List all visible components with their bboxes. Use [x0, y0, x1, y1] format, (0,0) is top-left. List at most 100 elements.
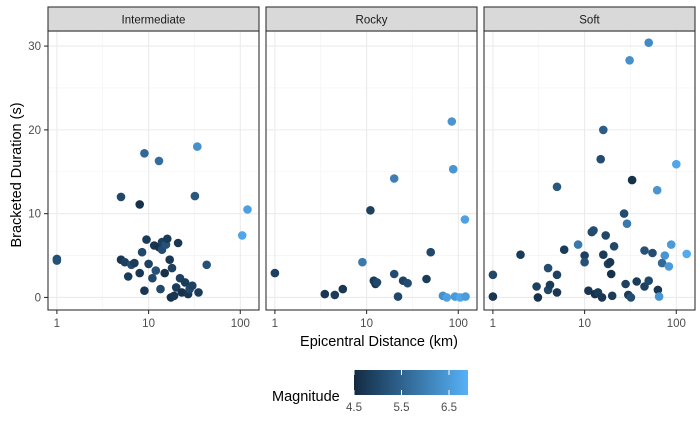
data-point	[154, 156, 164, 166]
data-point	[580, 251, 589, 260]
data-point	[140, 149, 149, 158]
data-point	[372, 278, 382, 287]
data-point	[532, 282, 541, 291]
data-point	[653, 285, 663, 295]
data-point	[516, 250, 525, 259]
data-point	[148, 273, 157, 283]
data-point	[160, 268, 169, 278]
panel-background	[48, 31, 259, 310]
data-point	[422, 274, 431, 284]
x-tick-label: 100	[667, 318, 686, 330]
data-point	[237, 231, 247, 240]
data-point	[605, 257, 615, 267]
data-point	[330, 290, 340, 300]
data-point	[142, 235, 151, 244]
legend-ticks: 4.5 5.5 6.5	[346, 370, 457, 414]
data-point	[180, 278, 190, 287]
data-point	[165, 255, 174, 264]
facet-strip	[483, 6, 696, 32]
data-point	[660, 251, 670, 260]
data-point	[188, 281, 197, 291]
x-tick-label: 1	[490, 318, 496, 330]
x-tick-label: 100	[449, 318, 468, 330]
data-point	[652, 185, 662, 195]
data-point	[116, 192, 126, 202]
data-point	[606, 269, 616, 279]
data-point	[366, 206, 375, 215]
legend-tick-label: 6.5	[441, 402, 457, 414]
data-point	[573, 240, 583, 249]
data-point	[648, 248, 657, 258]
data-point	[358, 257, 367, 267]
data-point	[625, 56, 634, 65]
data-point	[552, 270, 562, 280]
facet-strip	[47, 6, 260, 32]
data-point	[460, 215, 470, 224]
y-axis: 0 10 20 30	[28, 41, 48, 304]
x-tick-label: 1	[54, 318, 60, 330]
data-point	[596, 154, 605, 164]
data-point	[320, 289, 330, 299]
data-point	[488, 270, 498, 280]
data-point	[461, 292, 470, 301]
data-point	[664, 262, 674, 271]
facet-panel-soft: Soft 1 10 100	[483, 6, 696, 330]
data-point	[130, 258, 139, 268]
data-point	[543, 263, 553, 273]
facet-strip	[265, 6, 478, 32]
facet-strip-label: Soft	[579, 15, 600, 27]
data-point	[151, 266, 161, 275]
data-point	[137, 247, 147, 257]
data-point	[243, 205, 252, 214]
data-point	[621, 279, 630, 289]
data-point	[163, 234, 172, 244]
x-tick-label: 1	[272, 318, 278, 330]
data-point	[632, 277, 641, 286]
x-tick-label: 10	[578, 318, 591, 330]
legend-title: Magnitude	[272, 389, 340, 405]
data-point	[552, 288, 562, 297]
data-point	[599, 125, 608, 135]
data-point	[589, 226, 598, 235]
data-point	[657, 258, 667, 268]
data-point	[123, 272, 133, 281]
data-point	[682, 249, 691, 259]
data-point	[580, 257, 589, 267]
data-point	[135, 268, 144, 278]
y-tick-label: 10	[28, 209, 41, 221]
data-point	[389, 174, 399, 183]
data-point	[202, 260, 211, 270]
facet-panels: Intermediate 1 10 100 Rocky 1 10 100 Soft 1 10 100	[47, 6, 696, 330]
legend-tick-label: 4.5	[346, 402, 362, 414]
x-tick-label: 10	[142, 318, 155, 330]
data-point	[584, 286, 593, 296]
panel-background	[484, 31, 695, 310]
data-point	[644, 38, 653, 47]
data-point	[654, 292, 664, 301]
data-point	[599, 250, 608, 259]
y-tick-label: 0	[35, 292, 41, 304]
facet-panel-intermediate: Intermediate 1 10 100	[47, 6, 260, 330]
data-point	[169, 291, 179, 301]
facet-panel-rocky: Rocky 1 10 100	[265, 6, 478, 330]
color-legend: Magnitude 4.5 5.5 6.5	[272, 370, 468, 414]
data-point	[144, 259, 153, 269]
data-point	[426, 247, 436, 257]
data-point	[448, 164, 458, 174]
y-tick-label: 20	[28, 125, 41, 137]
x-tick-label: 100	[231, 318, 250, 330]
data-point	[601, 231, 610, 240]
data-point	[552, 182, 562, 192]
data-point	[52, 256, 62, 265]
data-point	[488, 292, 498, 301]
data-point	[156, 284, 165, 294]
data-point	[622, 219, 632, 228]
data-point	[545, 280, 555, 290]
data-point	[135, 200, 144, 209]
data-point	[389, 269, 399, 279]
data-point	[120, 257, 130, 267]
data-point	[403, 278, 412, 288]
legend-tick-label: 5.5	[394, 402, 410, 414]
y-axis-title: Bracketed Duration (s)	[9, 102, 25, 247]
